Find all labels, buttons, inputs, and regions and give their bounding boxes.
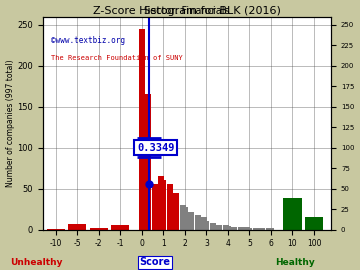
Bar	[266, 228, 272, 230]
Text: Healthy: Healthy	[275, 258, 315, 267]
Text: ©www.textbiz.org: ©www.textbiz.org	[51, 36, 125, 45]
Bar	[90, 228, 108, 230]
Bar	[246, 228, 252, 230]
Bar	[253, 228, 259, 230]
Bar	[167, 184, 173, 230]
Bar	[238, 227, 244, 230]
Bar	[305, 217, 323, 230]
Bar	[244, 227, 250, 230]
Bar	[223, 225, 229, 230]
Bar	[46, 229, 65, 230]
Bar	[188, 211, 194, 229]
Title: Z-Score Histogram for BLK (2016): Z-Score Histogram for BLK (2016)	[93, 6, 281, 16]
Bar	[268, 228, 274, 230]
Bar	[180, 205, 186, 230]
Bar	[259, 228, 265, 230]
Bar	[210, 223, 216, 230]
Text: Unhealthy: Unhealthy	[10, 258, 62, 267]
Text: 0.3349: 0.3349	[137, 143, 175, 153]
Bar	[182, 207, 188, 230]
Bar	[68, 224, 86, 230]
Bar	[201, 217, 207, 230]
Text: The Research Foundation of SUNY: The Research Foundation of SUNY	[51, 55, 183, 61]
Bar	[173, 193, 179, 230]
Bar	[160, 180, 166, 230]
Bar	[111, 225, 130, 230]
Bar	[152, 184, 158, 230]
Text: Sector: Financials: Sector: Financials	[144, 5, 230, 16]
Bar	[145, 94, 151, 230]
Y-axis label: Number of companies (997 total): Number of companies (997 total)	[5, 59, 14, 187]
Bar	[195, 215, 201, 230]
Bar	[139, 29, 145, 230]
Bar	[225, 226, 231, 230]
Bar	[283, 198, 302, 230]
Text: Score: Score	[139, 257, 170, 267]
Bar	[203, 221, 210, 229]
Bar	[231, 227, 237, 230]
Bar	[216, 225, 222, 230]
Bar	[158, 176, 164, 230]
